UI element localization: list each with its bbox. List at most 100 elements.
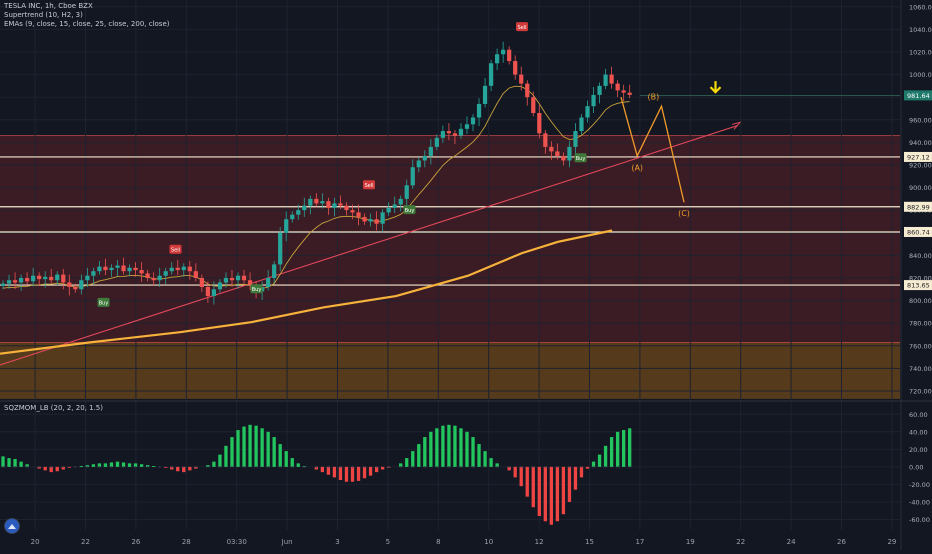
candle-body: [31, 275, 36, 282]
price-tick-label: 840.00: [909, 252, 932, 260]
price-tick-label: 800.00: [909, 297, 932, 305]
candle-body: [169, 267, 174, 272]
osc-dot: [110, 465, 113, 468]
signal-badge: [169, 244, 182, 254]
candle-body: [543, 133, 548, 147]
candle-body: [320, 201, 325, 204]
signal-label: Buy: [252, 287, 262, 293]
osc-dot: [2, 465, 4, 468]
ema-legend[interactable]: EMAs (9, close, 15, close, 25, close, 20…: [4, 20, 170, 28]
candle-body: [458, 128, 464, 136]
forecast-label: (B): [648, 92, 660, 101]
zones-layer: [0, 135, 900, 399]
osc-dot: [279, 465, 282, 468]
price-tag: 860.74: [907, 228, 930, 236]
signal-label: Sell: [517, 25, 526, 31]
osc-dot: [62, 465, 65, 468]
oscillator-legend[interactable]: SQZMOM_LB (20, 2, 20, 1.5): [4, 404, 103, 412]
candle-body: [350, 210, 355, 213]
candle-body: [410, 167, 415, 186]
candle-body: [97, 266, 102, 272]
candle-body: [368, 219, 373, 222]
candle-body: [615, 83, 620, 91]
price-tick-label: 780.00: [909, 320, 932, 328]
osc-dot: [508, 465, 511, 468]
osc-tick-label: 40.00: [909, 428, 928, 436]
signal-badge: [516, 22, 528, 32]
candle-body: [356, 212, 361, 217]
candle-body: [223, 277, 229, 283]
osc-dot: [628, 465, 631, 468]
candle-body: [573, 131, 578, 147]
time-tick-label: 17: [635, 538, 644, 546]
osc-tick-label: 0.00: [909, 463, 923, 471]
candle-body: [211, 289, 217, 297]
osc-dot: [98, 465, 101, 468]
candle-body: [6, 280, 12, 284]
candle-body: [73, 287, 78, 290]
price-tick-label: 940.00: [909, 139, 932, 147]
osc-dot: [158, 465, 161, 468]
osc-dot: [387, 465, 390, 468]
price-tag-bg: [904, 90, 932, 101]
candle-body: [549, 146, 554, 152]
candle-body: [49, 276, 54, 281]
osc-dot: [520, 465, 523, 468]
osc-dot: [194, 465, 197, 468]
price-tag-bg: [904, 280, 932, 291]
signal-badge: [97, 297, 110, 307]
price-tick-label: 720.00: [909, 387, 932, 395]
osc-dot: [74, 465, 77, 468]
candle-body: [537, 112, 542, 134]
signal-badge: [403, 205, 416, 215]
candle-body: [482, 85, 488, 104]
osc-dot: [435, 465, 438, 468]
osc-dot: [303, 465, 306, 468]
supertrend-legend[interactable]: Supertrend (10, H2, 3): [4, 11, 83, 19]
ema200-line: [0, 229, 613, 355]
candle-body: [205, 287, 210, 297]
candle-body: [507, 49, 512, 62]
candles-layer: [0, 41, 632, 305]
candle-body: [115, 265, 120, 268]
osc-dot: [206, 465, 209, 468]
candle-body: [440, 131, 445, 138]
osc-dot: [399, 465, 402, 468]
candle-body: [338, 203, 343, 206]
zone-orange-1: [0, 342, 900, 399]
price-tick-label: 740.00: [909, 365, 932, 373]
trendline-arrowhead: [731, 121, 742, 130]
time-tick-label: 29: [887, 538, 896, 546]
signal-label: Buy: [99, 301, 109, 307]
signals-layer: Buy Sell Buy Sell Buy Sell Buy: [97, 22, 587, 307]
candle-body: [91, 271, 96, 276]
tradingview-logo-icon[interactable]: [4, 518, 20, 534]
candle-body: [386, 207, 391, 213]
signal-badge: [250, 284, 263, 294]
candle-body: [127, 267, 132, 272]
time-tick-label: 19: [686, 538, 695, 546]
price-tick-label: 960.00: [909, 116, 932, 124]
osc-dot: [496, 465, 499, 468]
candle-body: [561, 155, 566, 161]
candle-body: [398, 198, 403, 205]
candle-body: [163, 271, 168, 276]
chart-legend: TESLA INC, 1h, Cboe BZX Supertrend (10, …: [4, 2, 169, 29]
candle-body: [103, 266, 108, 271]
candle-body: [579, 117, 584, 132]
osc-dot: [411, 465, 414, 468]
candle-body: [362, 216, 367, 222]
osc-dot: [375, 465, 378, 468]
candle-body: [585, 106, 590, 118]
candle-body: [290, 214, 295, 220]
candle-body: [18, 277, 24, 283]
price-tick-label: 1040.00: [909, 26, 932, 34]
symbol-title: TESLA INC, 1h, Cboe BZX: [4, 2, 93, 10]
candle-body: [109, 267, 114, 271]
candle-body: [422, 155, 427, 161]
candle-body: [495, 54, 500, 64]
osc-dot: [291, 465, 294, 468]
